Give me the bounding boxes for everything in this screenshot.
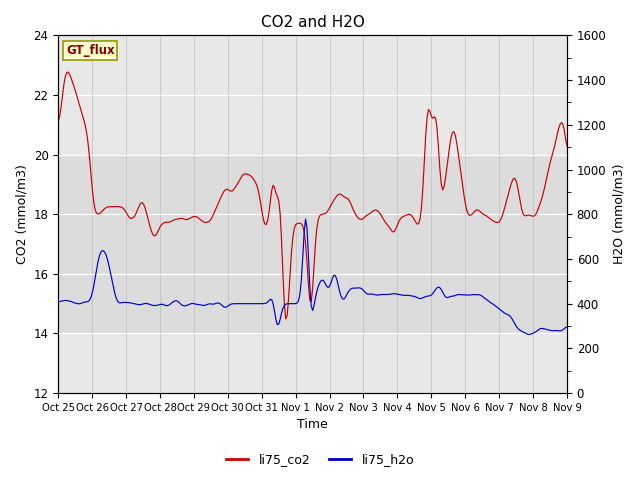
X-axis label: Time: Time — [297, 419, 328, 432]
Title: CO2 and H2O: CO2 and H2O — [260, 15, 365, 30]
Bar — [58, 155, 567, 334]
Y-axis label: CO2 (mmol/m3): CO2 (mmol/m3) — [15, 164, 28, 264]
Y-axis label: H2O (mmol/m3): H2O (mmol/m3) — [612, 164, 625, 264]
Text: GT_flux: GT_flux — [66, 44, 115, 57]
Legend: li75_co2, li75_h2o: li75_co2, li75_h2o — [221, 448, 419, 471]
